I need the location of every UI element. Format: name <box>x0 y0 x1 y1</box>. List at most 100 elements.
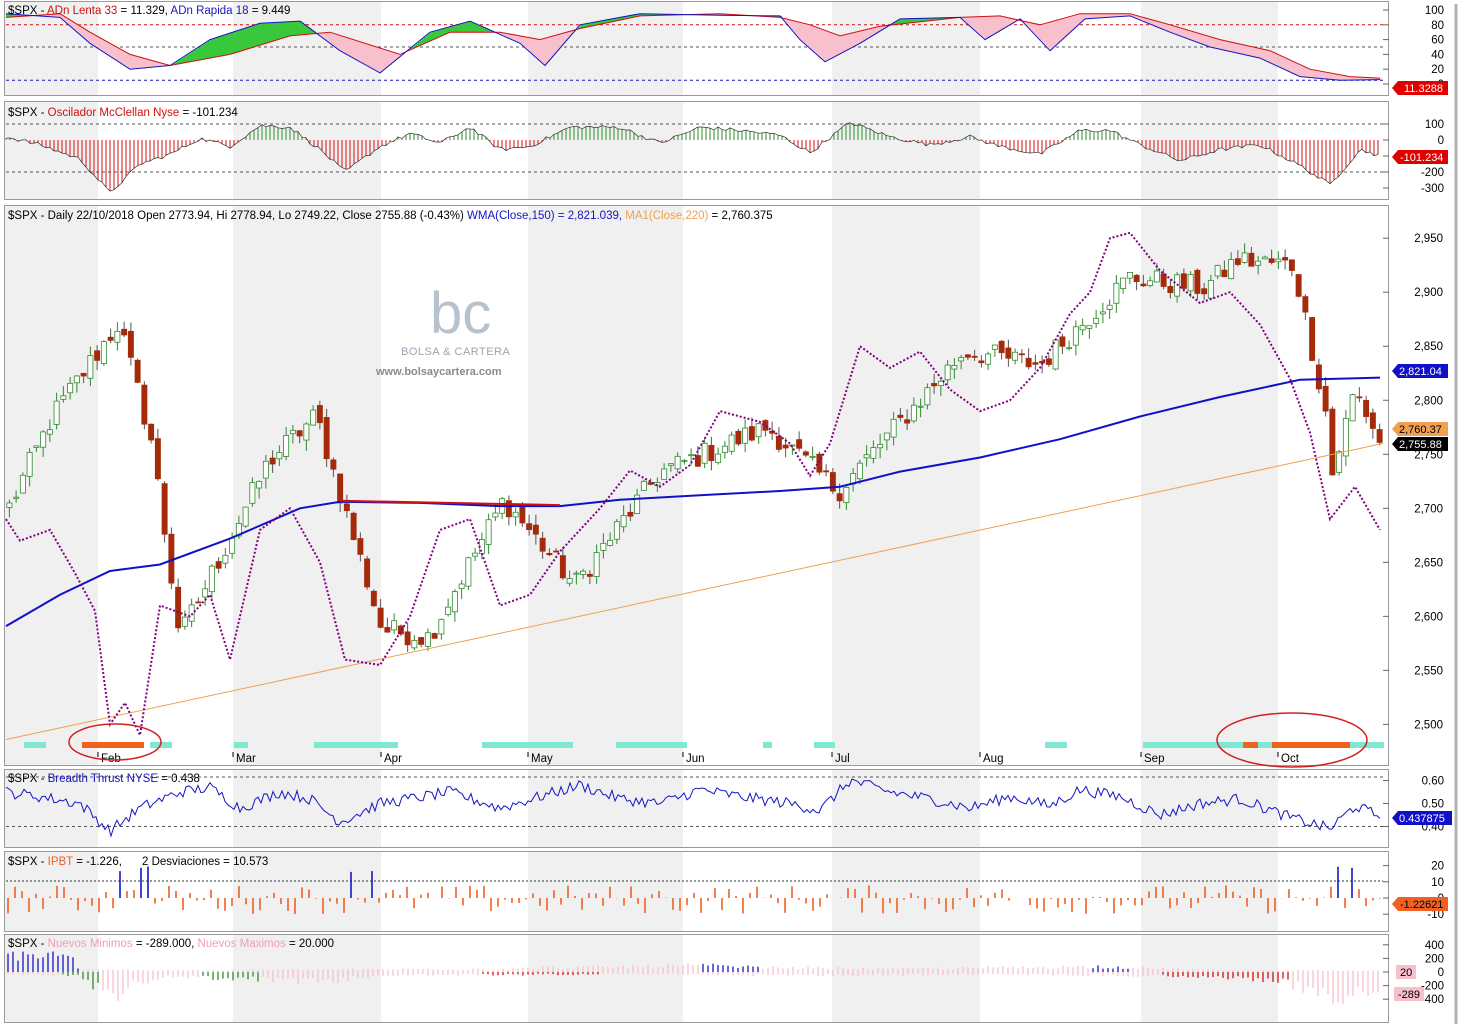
adn-fill-strip <box>182 58 184 64</box>
adn-fill-strip <box>1294 62 1296 74</box>
candle-up <box>425 633 430 647</box>
price-tick-label: 2,500 <box>1414 719 1443 731</box>
mcclellan-last-value: -101.234 <box>1400 152 1443 164</box>
adn-fill-strip <box>1238 44 1240 54</box>
adn-fill-strip <box>194 50 196 61</box>
adn-fill-strip <box>1042 24 1044 42</box>
candle-down <box>162 484 167 535</box>
adn-fill-strip <box>1222 40 1224 50</box>
adn-fill-strip <box>1274 53 1276 65</box>
candle-up <box>1107 305 1112 309</box>
adn-fill-strip <box>204 43 206 59</box>
adn-fill-strip <box>806 24 808 45</box>
adn-fill-strip <box>518 36 520 43</box>
candle-up <box>844 487 849 502</box>
candle-up <box>857 463 862 479</box>
adn-fill-strip <box>1380 78 1382 79</box>
price-tick-label: 2,550 <box>1414 665 1443 677</box>
adn-fill-strip <box>534 38 536 55</box>
ipbt-tick-label: 10 <box>1431 877 1444 889</box>
mcc-title-prefix: $SPX - <box>8 107 48 119</box>
month-shade <box>4 206 98 766</box>
adn-fill-strip <box>106 41 108 54</box>
nv-tick-label: 0 <box>1438 967 1444 979</box>
month-shade <box>832 770 980 848</box>
adn-fill-strip <box>1004 17 1006 29</box>
adn-fill-strip <box>1036 24 1038 36</box>
adn-fill-strip <box>1234 43 1236 53</box>
watermark-name: BOLSA & CARTERA <box>401 346 511 358</box>
candle-down <box>1303 297 1308 312</box>
adn-fill-strip <box>260 23 262 45</box>
adn-fill-strip <box>850 33 852 48</box>
price-tick-label: 2,850 <box>1414 341 1443 353</box>
adn-fill-strip <box>1030 23 1032 30</box>
candle-up <box>20 475 25 493</box>
adn-fill-strip <box>266 23 268 43</box>
adn-fill-strip <box>224 35 226 55</box>
adn-fill-strip <box>964 17 966 21</box>
adn-fill-strip <box>258 24 260 46</box>
adn-fill-strip <box>104 40 106 52</box>
candle-up <box>1053 340 1058 369</box>
candle-up <box>230 538 235 553</box>
candle-up <box>567 578 572 583</box>
adn-fill-strip <box>1280 55 1282 67</box>
adn-fill-strip <box>1334 74 1336 80</box>
adn-fill-strip <box>256 25 258 47</box>
mcc-tick-label: 0 <box>1438 135 1444 147</box>
adn-fill-strip <box>1064 18 1066 38</box>
candle-up <box>7 503 12 507</box>
adn-fill-strip <box>1090 14 1092 19</box>
candle-down <box>776 436 781 449</box>
adn-fill-strip <box>1340 75 1342 81</box>
candle-up <box>513 512 518 517</box>
adn-fill-strip <box>542 39 544 63</box>
adn-fill-strip <box>286 22 288 37</box>
candle-up <box>54 401 59 424</box>
adn-fill-strip <box>1316 70 1318 78</box>
candle-up <box>925 388 930 405</box>
adn-fill-strip <box>1068 17 1070 34</box>
adn-fill-strip <box>844 35 846 52</box>
candle-down <box>979 361 984 363</box>
adn-fill-strip <box>810 25 812 49</box>
nv-tick-label: -200 <box>1421 981 1444 993</box>
adn-series2-value: = 9.449 <box>249 5 291 17</box>
candle-up <box>203 589 208 597</box>
candle-down <box>1357 397 1362 398</box>
candle-down <box>371 591 376 605</box>
candle-up <box>1188 274 1193 290</box>
adn-fill-strip <box>268 23 270 43</box>
close-tag: 2,755.88 <box>1399 439 1442 451</box>
adn-fill-strip <box>526 37 528 49</box>
adn-fill-strip <box>1246 45 1248 55</box>
adn-fill-strip <box>114 46 116 59</box>
adn-fill-strip <box>848 34 850 50</box>
candle-up <box>1100 312 1105 314</box>
month-shade <box>528 102 683 200</box>
adn-fill-strip <box>1324 72 1326 79</box>
adn-fill-strip <box>1040 25 1042 40</box>
candle-up <box>668 464 673 466</box>
adn-fill-strip <box>130 54 132 69</box>
adn-fill-strip <box>820 29 822 58</box>
candle-up <box>68 383 73 392</box>
adn-fill-strip <box>1202 34 1204 44</box>
candle-up <box>601 543 606 550</box>
adn-fill-strip <box>1172 25 1174 33</box>
adn-fill-strip <box>454 26 456 33</box>
adn-fill-strip <box>468 22 470 33</box>
candle-up <box>621 516 626 527</box>
adn-fill-strip <box>206 42 208 59</box>
adn-fill-strip <box>214 38 216 57</box>
adn-fill-strip <box>1250 46 1252 56</box>
month-label-aug: Aug <box>983 753 1003 765</box>
adn-fill-strip <box>272 23 274 42</box>
adn-fill-strip <box>1034 23 1036 33</box>
adn-fill-strip <box>858 32 860 45</box>
candle-down <box>358 539 363 555</box>
adn-fill-strip <box>1336 74 1338 80</box>
adn-fill-strip <box>122 50 124 64</box>
mcc-tick-label: -200 <box>1421 167 1444 179</box>
